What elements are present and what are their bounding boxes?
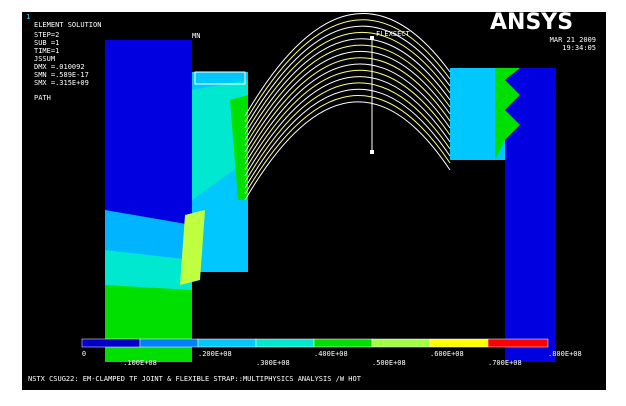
info-line: JSSUM xyxy=(34,55,55,63)
body: 1 ELEMENT SOLUTION STEP=2 SUB =1 TIME=1 … xyxy=(0,0,626,406)
min-marker: MN xyxy=(192,32,200,40)
legend-label: .700E+08 xyxy=(488,359,522,367)
page: {"window": {"number": "1"}, "info": {"ti… xyxy=(0,0,626,406)
contour xyxy=(105,285,192,362)
legend-label: .500E+08 xyxy=(372,359,406,367)
legend-label: .100E+08 xyxy=(123,359,157,367)
title: ELEMENT SOLUTION xyxy=(34,21,101,29)
info-line: STEP=2 xyxy=(34,31,59,39)
logo: ANSYS xyxy=(490,10,573,35)
section-node xyxy=(370,150,374,154)
footer-caption: NSTX CSUG22: EM-CLAMPED TF JOINT & FLEXI… xyxy=(28,375,362,383)
legend-label: .300E+08 xyxy=(256,359,290,367)
legend-label: 0 xyxy=(82,350,86,358)
legend-label: .800E+08 xyxy=(548,350,582,358)
right-column xyxy=(505,68,556,362)
viewport: 1 ELEMENT SOLUTION STEP=2 SUB =1 TIME=1 … xyxy=(0,0,626,406)
info-line: SMX =.315E+09 xyxy=(34,79,89,87)
path-label: PATH xyxy=(34,94,51,102)
date: MAR 21 2009 xyxy=(550,36,596,44)
legend-label: .600E+08 xyxy=(430,350,464,358)
time: 19:34:05 xyxy=(562,44,596,52)
info-line: TIME=1 xyxy=(34,47,59,55)
section-label: FLEXSECT xyxy=(376,30,411,38)
window-number: 1 xyxy=(26,13,30,21)
section-node xyxy=(370,36,374,40)
info-line: SMN =.589E-17 xyxy=(34,71,89,79)
info-line: SUB =1 xyxy=(34,39,59,47)
legend-label: .200E+08 xyxy=(198,350,232,358)
info-line: DMX =.010092 xyxy=(34,63,85,71)
legend-label: .400E+08 xyxy=(314,350,348,358)
legend-bar xyxy=(82,339,548,347)
